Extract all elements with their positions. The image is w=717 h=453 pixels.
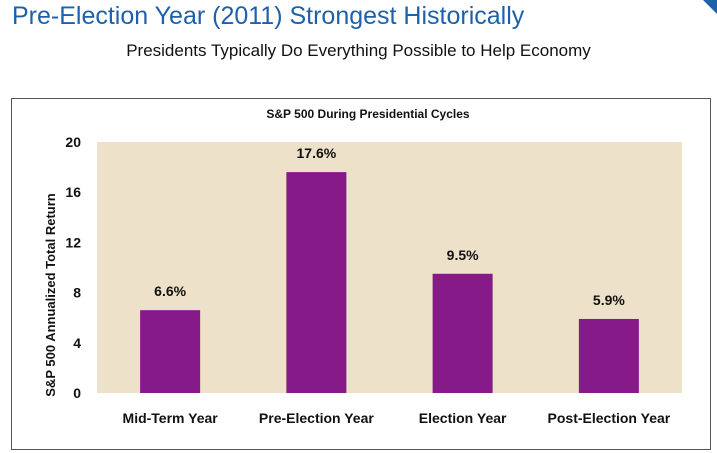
slide-subtitle: Presidents Typically Do Everything Possi… xyxy=(126,41,591,60)
bar xyxy=(432,273,493,393)
data-label: 5.9% xyxy=(593,292,625,308)
y-tick-label: 12 xyxy=(65,234,81,250)
y-tick-label: 4 xyxy=(73,335,81,351)
bar xyxy=(286,172,347,393)
y-tick-label: 20 xyxy=(65,134,81,150)
y-axis-title: S&P 500 Annualized Total Return xyxy=(43,193,58,397)
x-tick-label: Mid-Term Year xyxy=(123,410,219,426)
y-tick-label: 8 xyxy=(73,285,81,301)
x-tick-label: Election Year xyxy=(419,410,507,426)
x-tick-label: Post-Election Year xyxy=(548,410,671,426)
bar-chart: S&P 500 During Presidential Cycles S&P 5… xyxy=(43,107,682,426)
y-tick-label: 16 xyxy=(65,184,81,200)
y-tick-label: 0 xyxy=(73,385,81,401)
data-label: 6.6% xyxy=(154,283,186,299)
bar xyxy=(140,310,201,393)
corner-triangle-icon xyxy=(703,0,717,14)
bar xyxy=(578,318,639,393)
chart-title: S&P 500 During Presidential Cycles xyxy=(266,107,470,121)
data-label: 9.5% xyxy=(447,247,479,263)
chart-frame: S&P 500 During Presidential Cycles S&P 5… xyxy=(11,98,711,450)
x-tick-label: Pre-Election Year xyxy=(259,410,374,426)
data-label: 17.6% xyxy=(297,145,337,161)
slide-title: Pre-Election Year (2011) Strongest Histo… xyxy=(12,2,525,30)
